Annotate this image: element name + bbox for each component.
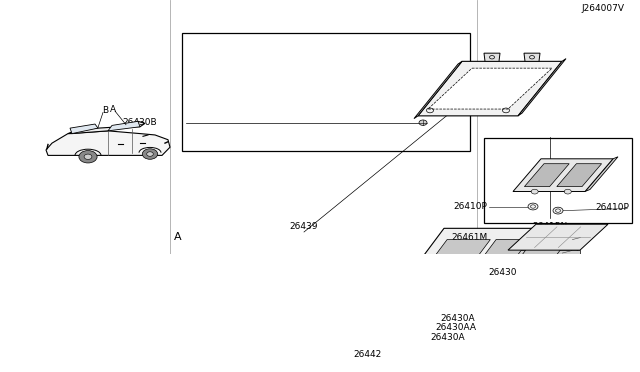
Polygon shape [463,240,529,285]
Polygon shape [513,159,613,192]
Text: 26430A: 26430A [440,314,475,323]
Polygon shape [557,164,602,187]
Polygon shape [413,240,490,285]
Polygon shape [394,336,552,372]
Text: A: A [110,105,116,113]
Circle shape [564,189,572,194]
Bar [484,138,632,223]
Polygon shape [524,53,540,61]
Polygon shape [508,224,608,250]
Polygon shape [484,53,500,61]
Circle shape [449,260,455,264]
Polygon shape [524,164,569,187]
Polygon shape [108,121,140,131]
Circle shape [531,189,538,194]
Text: B: B [481,232,489,242]
Polygon shape [585,157,618,192]
Polygon shape [518,59,566,116]
Text: 26410P: 26410P [454,202,488,211]
Text: J264007V: J264007V [581,4,624,13]
Polygon shape [500,240,568,285]
Text: 26430B: 26430B [122,118,157,127]
Text: 26410P: 26410P [595,203,629,212]
Bar [182,33,470,151]
Text: 26430A: 26430A [430,333,465,342]
Polygon shape [388,303,532,311]
Circle shape [79,151,97,163]
Circle shape [142,149,157,159]
Circle shape [493,260,499,264]
Polygon shape [68,121,145,134]
Text: 26442: 26442 [354,350,382,359]
Text: 26439: 26439 [290,222,318,231]
Text: B: B [102,106,108,115]
Circle shape [528,203,538,210]
Circle shape [147,152,154,156]
Text: A: A [174,232,182,242]
Circle shape [553,207,563,214]
Text: 26415N: 26415N [532,222,568,231]
Polygon shape [70,124,98,134]
Circle shape [531,260,537,264]
Polygon shape [428,68,552,109]
Text: 26461M: 26461M [451,232,488,242]
Circle shape [84,154,92,160]
Circle shape [419,120,427,125]
Polygon shape [532,228,588,311]
Polygon shape [414,61,462,119]
Text: 26430: 26430 [488,268,517,277]
Polygon shape [418,61,562,116]
Polygon shape [508,250,580,254]
Polygon shape [46,131,170,155]
Text: 26430AA: 26430AA [435,323,476,332]
Polygon shape [388,228,588,303]
